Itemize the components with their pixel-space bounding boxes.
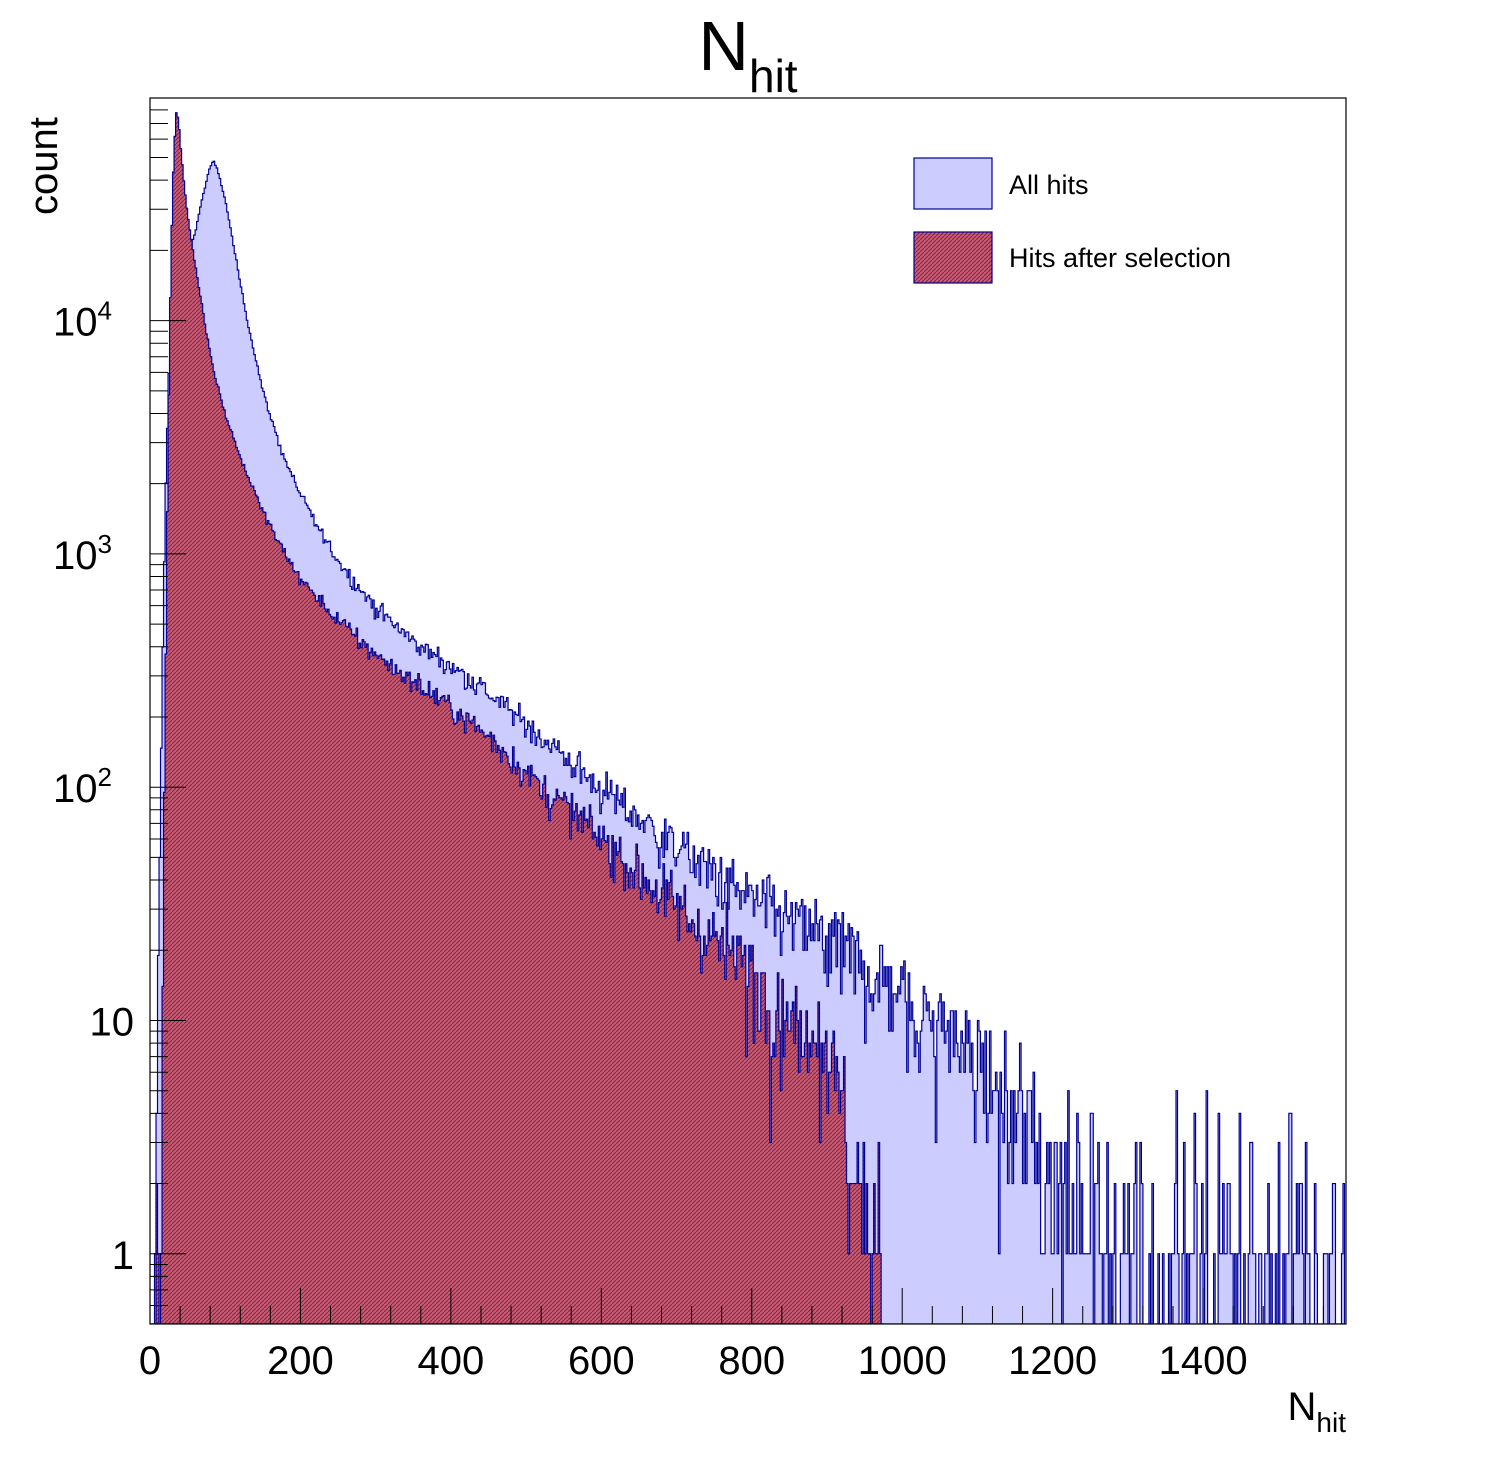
x-tick-label: 400	[418, 1339, 485, 1383]
y-tick-label: 104	[53, 296, 112, 345]
legend-swatch-hits-after-selection	[913, 231, 993, 284]
x-tick-label: 1200	[1008, 1339, 1097, 1383]
y-tick-label: 103	[53, 529, 112, 578]
y-tick-label: 1	[112, 1234, 134, 1278]
x-axis-title: Nhit	[1288, 1385, 1347, 1438]
axis-ticks: 0 200 400 600 800 1000 1200 1400 1 10 102 103 104	[53, 97, 1324, 1383]
series-hits-after-selection-area	[150, 112, 885, 1324]
legend-swatch-all-hits	[913, 157, 993, 210]
plot-frame	[149, 97, 1347, 1325]
y-tick-label: 102	[53, 762, 112, 811]
x-tick-label: 600	[568, 1339, 635, 1383]
x-tick-label: 0	[139, 1339, 161, 1383]
x-tick-label: 800	[718, 1339, 785, 1383]
x-tick-label: 1400	[1159, 1339, 1248, 1383]
legend-label-hits-after-selection: Hits after selection	[1009, 243, 1231, 273]
x-tick-label: 1000	[858, 1339, 947, 1383]
y-tick-label: 10	[90, 1000, 135, 1044]
legend-label-all-hits: All hits	[1009, 170, 1089, 200]
plot-area	[150, 112, 1346, 1324]
legend: All hits Hits after selection	[913, 157, 1231, 284]
y-axis-title: count	[22, 117, 66, 215]
x-tick-label: 200	[267, 1339, 334, 1383]
chart-title: Nhit	[698, 7, 797, 102]
